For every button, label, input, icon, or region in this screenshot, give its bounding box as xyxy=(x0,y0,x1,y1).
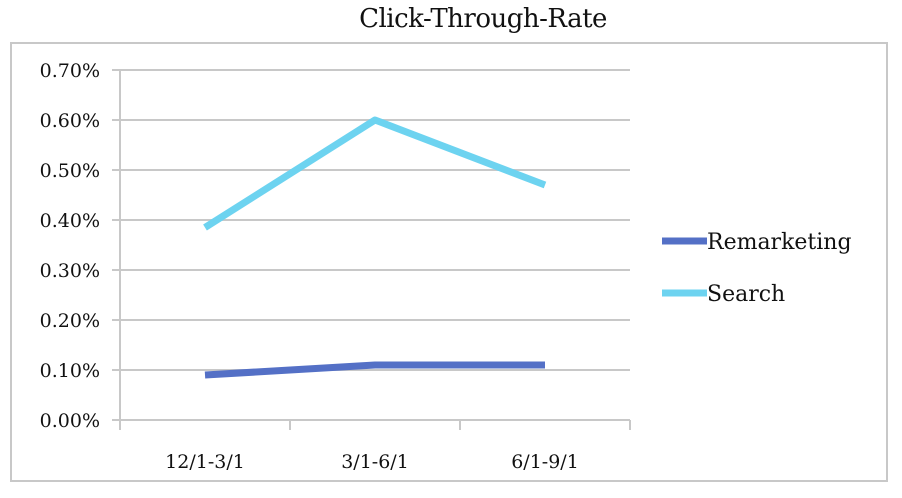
y-tick-label: 0.20% xyxy=(40,310,100,332)
y-tick-label: 0.60% xyxy=(40,110,100,132)
chart-title: Click-Through-Rate xyxy=(359,4,607,34)
y-tick-label: 0.70% xyxy=(40,60,100,82)
x-axis-tick-labels: 12/1-3/1 3/1-6/1 6/1-9/1 xyxy=(165,451,579,473)
series-line-search xyxy=(203,116,547,231)
axes xyxy=(119,70,631,430)
y-tick-label: 0.40% xyxy=(40,210,100,232)
x-tick-label: 3/1-6/1 xyxy=(341,451,409,473)
y-tick-label: 0.30% xyxy=(40,260,100,282)
y-axis-tick-labels: 0.00% 0.10% 0.20% 0.30% 0.40% 0.50% 0.60% 0.70% xyxy=(40,60,100,432)
legend-label: Remarketing xyxy=(707,230,852,255)
chart-frame xyxy=(10,42,888,482)
legend-label: Search xyxy=(707,282,785,307)
y-tick-label: 0.50% xyxy=(40,160,100,182)
x-tick-label: 6/1-9/1 xyxy=(511,451,579,473)
series-lines xyxy=(203,116,547,379)
x-tick-label: 12/1-3/1 xyxy=(165,451,245,473)
series-line-remarketing xyxy=(204,361,545,379)
legend: Remarketing Search xyxy=(662,230,852,307)
y-tick-label: 0.00% xyxy=(40,410,100,432)
y-tick-label: 0.10% xyxy=(40,360,100,382)
